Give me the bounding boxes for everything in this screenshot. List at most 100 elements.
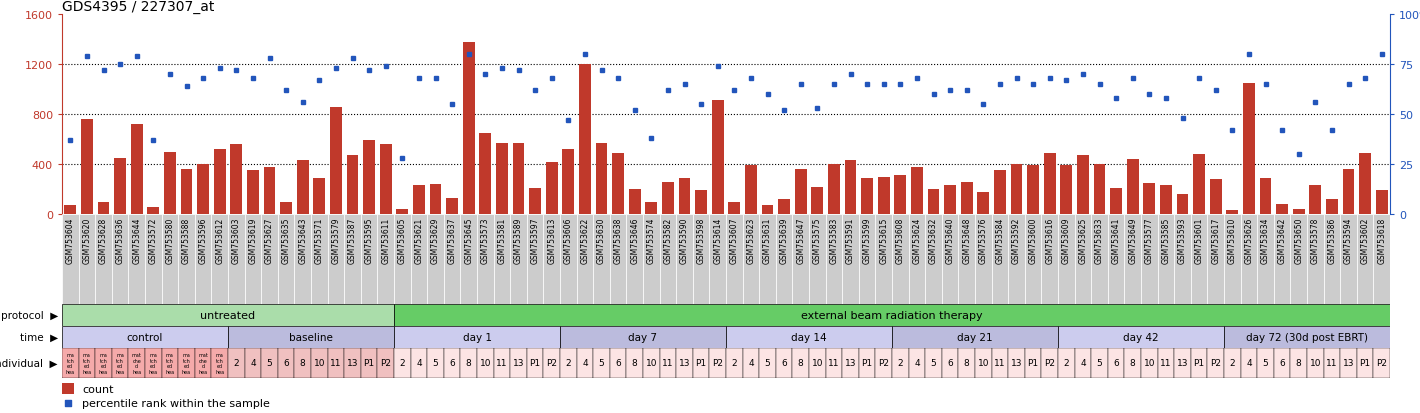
Bar: [1125, 214, 1142, 304]
Bar: [976, 348, 991, 378]
Bar: [710, 348, 726, 378]
Bar: [393, 348, 410, 378]
Text: GSM753617: GSM753617: [1211, 217, 1220, 263]
Text: GSM753608: GSM753608: [896, 217, 905, 263]
Bar: [278, 348, 294, 378]
Bar: [95, 348, 112, 378]
Bar: [1356, 348, 1373, 378]
Text: ma
tch
ed
hea: ma tch ed hea: [82, 353, 91, 374]
Text: GSM753613: GSM753613: [547, 217, 557, 263]
Bar: [145, 348, 162, 378]
Bar: [577, 348, 594, 378]
Text: GSM753583: GSM753583: [829, 217, 838, 263]
Text: mat
che
d
hea: mat che d hea: [199, 353, 209, 374]
Text: GSM753630: GSM753630: [596, 217, 606, 263]
Text: P2: P2: [547, 358, 557, 368]
Text: 8: 8: [300, 358, 305, 368]
Text: control: control: [126, 332, 163, 342]
Text: GSM753632: GSM753632: [929, 217, 939, 263]
Bar: [294, 214, 311, 304]
Bar: [1058, 326, 1224, 348]
Bar: [760, 214, 775, 304]
Text: GSM753611: GSM753611: [381, 217, 390, 263]
Text: GSM753609: GSM753609: [1062, 217, 1071, 263]
Bar: [795, 170, 807, 214]
Text: GSM753597: GSM753597: [531, 217, 540, 263]
Bar: [862, 178, 873, 214]
Text: 8: 8: [1130, 358, 1136, 368]
Bar: [926, 214, 941, 304]
Bar: [446, 198, 457, 214]
Text: GSM753629: GSM753629: [432, 217, 440, 263]
Bar: [393, 214, 410, 304]
Bar: [244, 348, 261, 378]
Text: GSM753578: GSM753578: [1311, 217, 1319, 263]
Bar: [562, 150, 574, 214]
Text: 6: 6: [449, 358, 454, 368]
Text: GSM753614: GSM753614: [713, 217, 723, 263]
Bar: [746, 166, 757, 214]
Bar: [743, 348, 760, 378]
Text: GSM753591: GSM753591: [846, 217, 855, 263]
Bar: [792, 348, 809, 378]
Bar: [1241, 214, 1257, 304]
Text: GSM753615: GSM753615: [879, 217, 888, 263]
Bar: [410, 348, 427, 378]
Bar: [62, 326, 229, 348]
Bar: [427, 214, 444, 304]
Text: GSM753618: GSM753618: [1377, 217, 1386, 263]
Bar: [1291, 214, 1306, 304]
Bar: [859, 214, 875, 304]
Bar: [1041, 348, 1058, 378]
Bar: [977, 192, 990, 214]
Bar: [1160, 186, 1171, 214]
Bar: [311, 214, 328, 304]
Text: GSM753572: GSM753572: [149, 217, 158, 263]
Bar: [460, 214, 477, 304]
Bar: [247, 171, 258, 214]
Bar: [1224, 326, 1390, 348]
Text: 4: 4: [250, 358, 256, 368]
Text: 6: 6: [1279, 358, 1285, 368]
Bar: [145, 214, 162, 304]
Bar: [660, 348, 676, 378]
Bar: [494, 348, 510, 378]
Bar: [643, 348, 660, 378]
Bar: [959, 214, 976, 304]
Text: GSM753593: GSM753593: [1179, 217, 1187, 263]
Bar: [1326, 199, 1338, 214]
Bar: [527, 214, 544, 304]
Bar: [828, 165, 839, 214]
Text: GSM753619: GSM753619: [248, 217, 257, 263]
Bar: [1257, 348, 1274, 378]
Bar: [1291, 348, 1306, 378]
Text: GSM753620: GSM753620: [82, 217, 91, 263]
Text: GSM753596: GSM753596: [199, 217, 207, 263]
Bar: [895, 176, 906, 214]
Bar: [494, 214, 510, 304]
Bar: [676, 214, 693, 304]
Text: P1: P1: [530, 358, 541, 368]
Text: P2: P2: [381, 358, 390, 368]
Bar: [230, 145, 241, 214]
Bar: [78, 348, 95, 378]
Bar: [178, 214, 195, 304]
Text: GSM753579: GSM753579: [331, 217, 341, 263]
Text: GSM753610: GSM753610: [1228, 217, 1237, 263]
Text: GSM753604: GSM753604: [65, 217, 75, 263]
Bar: [1227, 211, 1238, 214]
Bar: [378, 214, 393, 304]
Bar: [180, 170, 192, 214]
Bar: [328, 348, 344, 378]
Bar: [62, 383, 74, 394]
Text: GSM753648: GSM753648: [963, 217, 971, 263]
Bar: [477, 348, 494, 378]
Text: 11: 11: [331, 358, 342, 368]
Text: GSM753592: GSM753592: [1012, 217, 1021, 263]
Bar: [78, 214, 95, 304]
Bar: [1343, 170, 1355, 214]
Text: 6: 6: [615, 358, 621, 368]
Bar: [430, 185, 442, 214]
Bar: [294, 348, 311, 378]
Bar: [859, 348, 875, 378]
